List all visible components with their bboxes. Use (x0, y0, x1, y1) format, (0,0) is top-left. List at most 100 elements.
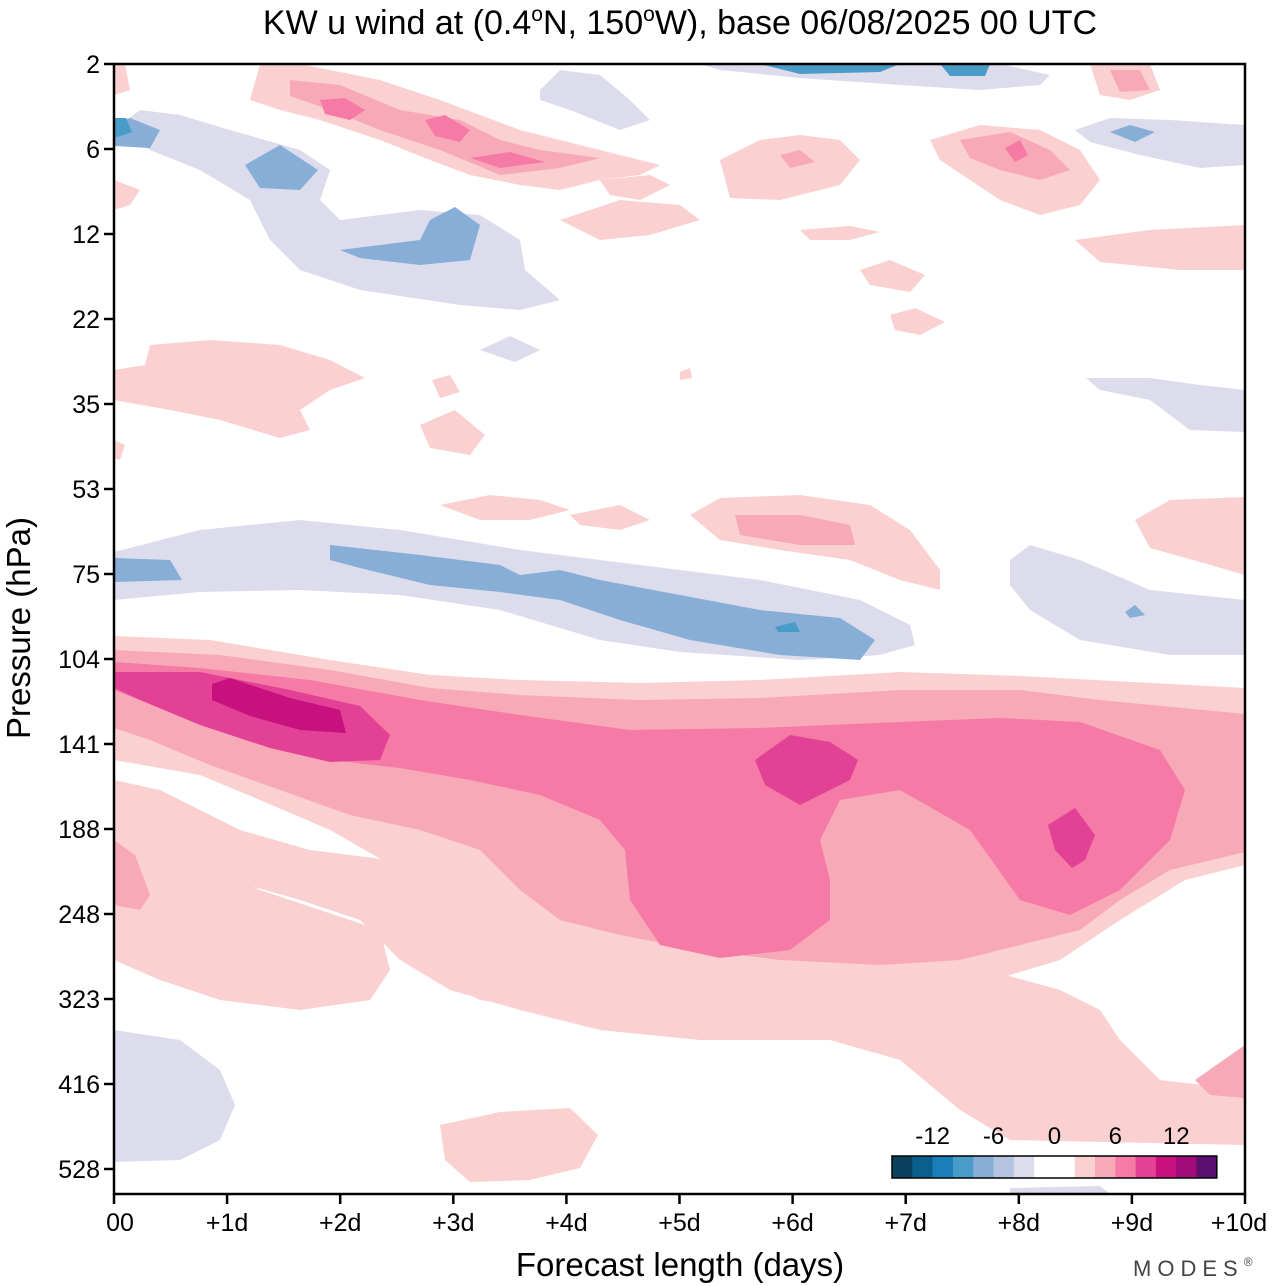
x-tick-label: +8d (998, 1209, 1040, 1237)
contour-blob (432, 375, 460, 398)
chart-title: KW u wind at (0.4oN, 150oW), base 06/08/… (263, 3, 1097, 42)
y-tick-label: 35 (72, 391, 100, 419)
contour-blob (470, 152, 545, 168)
colorbar-swatch (932, 1156, 954, 1178)
contour-stratosphere (1110, 125, 1155, 142)
contour-negative (1010, 545, 1245, 655)
colorbar-swatch (1095, 1156, 1116, 1178)
contour-blob (1005, 140, 1028, 162)
colorbar: -12 -6 0 6 12 (891, 1123, 1218, 1179)
contour-core (114, 672, 390, 762)
y-tick-label: 12 (72, 221, 100, 249)
contour-blob (114, 840, 150, 910)
colorbar-label: 12 (1163, 1123, 1190, 1150)
x-tick-label: +7d (884, 1209, 926, 1237)
contour-blob (1086, 378, 1245, 432)
contour-blob (1110, 70, 1150, 92)
contour-negative-core (1125, 605, 1145, 618)
x-tick-label: +9d (1111, 1209, 1153, 1237)
contour-blob (890, 308, 945, 335)
y-tick-label: 75 (72, 561, 100, 589)
contour-stratosphere (245, 145, 318, 190)
contour-blob (440, 1108, 598, 1182)
colorbar-swatch (892, 1156, 913, 1178)
contour-negative-core (775, 622, 800, 632)
contour-blob (800, 226, 880, 240)
colorbar-swatch (912, 1156, 934, 1178)
contour-blob (1195, 1045, 1245, 1098)
contour-blob (1075, 225, 1245, 270)
contour-blob (440, 495, 570, 520)
colorbar-label: 6 (1109, 1123, 1122, 1150)
contour-blob (600, 175, 670, 200)
contour-stratosphere (940, 64, 990, 76)
colorbar-swatch (1013, 1156, 1035, 1178)
contour-stratosphere (1075, 118, 1245, 168)
colorbar-swatch (1034, 1156, 1055, 1178)
contour-blob (735, 515, 855, 545)
contour-negative (480, 336, 540, 362)
y-tick-label: 323 (58, 986, 100, 1014)
contour-blob (570, 505, 650, 530)
y-axis: 2 6 12 22 35 53 75 104 141 188 248 323 416 528 (58, 51, 114, 1184)
contour-core (755, 735, 858, 805)
y-tick-label: 53 (72, 476, 100, 504)
y-tick-label: 528 (58, 1156, 100, 1184)
colorbar-label: -6 (983, 1123, 1004, 1150)
contour-stratosphere (340, 207, 480, 265)
colorbar-swatch (1074, 1156, 1096, 1178)
colorbar-swatch (973, 1156, 994, 1178)
y-tick-label: 188 (58, 816, 100, 844)
colorbar-swatch (1196, 1156, 1218, 1178)
brand-logo: MODES® (1133, 1255, 1259, 1281)
contour-blob (560, 200, 700, 240)
x-axis-label: Forecast length (days) (516, 1246, 844, 1283)
contour-blob (114, 340, 365, 438)
contour-stratosphere (114, 118, 132, 138)
colorbar-swatch (952, 1156, 974, 1178)
colorbar-swatch (993, 1156, 1015, 1178)
colorbar-label: -12 (915, 1123, 950, 1150)
y-tick-label: 141 (58, 731, 100, 759)
y-tick-label: 416 (58, 1071, 100, 1099)
colorbar-swatch (1054, 1156, 1076, 1178)
x-tick-label: +1d (206, 1209, 248, 1237)
x-tick-label: +10d (1211, 1209, 1267, 1237)
contour-blob (860, 260, 925, 292)
contour-band-light-pink (114, 780, 1245, 1145)
contour-stratosphere (540, 70, 650, 130)
y-tick-label: 2 (86, 51, 100, 79)
contour-layer (114, 64, 1245, 1194)
contour-core (1048, 808, 1095, 868)
colorbar-swatch (1115, 1156, 1137, 1178)
y-tick-label: 104 (58, 646, 100, 674)
x-tick-label: +6d (771, 1209, 813, 1237)
y-tick-label: 22 (72, 306, 100, 334)
colorbar-swatch (1155, 1156, 1177, 1178)
x-axis: 00 +1d +2d +3d +4d +5d +6d +7d +8d +9d +10d (106, 1194, 1267, 1237)
x-tick-label: 00 (106, 1209, 134, 1237)
contour-blob (1135, 497, 1245, 575)
x-tick-label: +3d (432, 1209, 474, 1237)
contour-blob (114, 180, 140, 210)
contour-blob (1010, 1186, 1110, 1194)
y-axis-label: Pressure (hPa) (0, 517, 37, 739)
contour-blob (420, 410, 485, 455)
x-tick-label: +4d (545, 1209, 587, 1237)
contour-blob (114, 64, 130, 95)
x-tick-label: +5d (658, 1209, 700, 1237)
contour-blob (320, 98, 365, 120)
y-tick-label: 6 (86, 136, 100, 164)
colorbar-frame (891, 1155, 1218, 1179)
y-tick-label: 248 (58, 901, 100, 929)
contour-blob (780, 150, 815, 168)
contour-core-max (212, 678, 346, 733)
contour-blob (425, 115, 470, 142)
contour-stratosphere (760, 64, 900, 74)
contour-negative-core (114, 558, 182, 582)
colorbar-label: 0 (1048, 1123, 1061, 1150)
colorbar-swatch (1135, 1156, 1157, 1178)
colorbar-swatch (1176, 1156, 1197, 1178)
contour-band-light-pink (114, 790, 390, 1010)
